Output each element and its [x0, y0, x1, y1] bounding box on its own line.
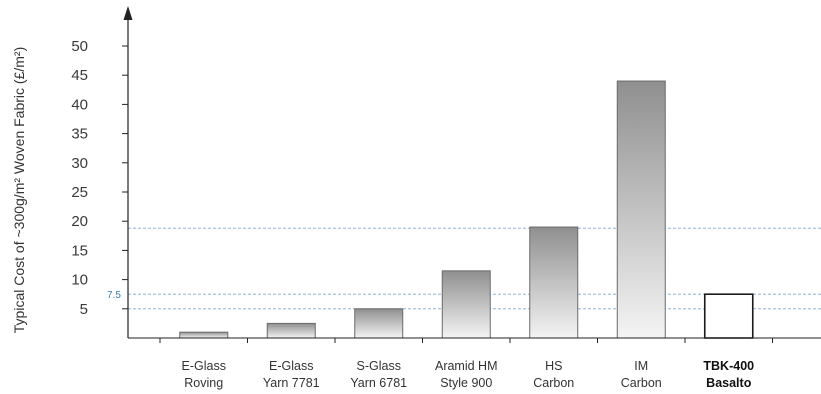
x-tick-label: S-Glass	[357, 359, 401, 373]
x-tick-label: E-Glass	[182, 359, 226, 373]
x-tick-label: Aramid HM	[435, 359, 498, 373]
bar	[354, 308, 404, 339]
y-tick-label: 40	[71, 96, 88, 113]
y-tick-label: 50	[71, 38, 88, 55]
x-tick-label: Yarn 7781	[263, 376, 320, 390]
x-tick-label: Yarn 6781	[350, 376, 407, 390]
y-ticks: 5 10 15 20 25 30 35 40 45 50	[71, 38, 128, 318]
y-tick-label: 30	[71, 155, 88, 172]
reference-line-label: 7.5	[107, 290, 121, 301]
y-tick-label: 10	[71, 272, 88, 289]
x-tick-label: HS	[545, 359, 562, 373]
x-tick-label: Style 900	[440, 376, 492, 390]
x-tick-label: TBK-400	[703, 359, 754, 373]
bar	[179, 331, 229, 339]
x-tick-label: IM	[634, 359, 648, 373]
x-tick-label: E-Glass	[269, 359, 313, 373]
x-tick-label: Carbon	[621, 376, 662, 390]
y-axis-arrow	[123, 6, 133, 20]
x-tick-label: Roving	[184, 376, 223, 390]
y-tick-label: 20	[71, 213, 88, 230]
y-tick-label: 15	[71, 242, 88, 259]
axes	[123, 6, 821, 343]
x-tick-label: Basalto	[706, 376, 752, 390]
bar	[616, 80, 666, 339]
x-tick-label: Carbon	[533, 376, 574, 390]
bar	[529, 226, 579, 339]
bar	[266, 322, 316, 339]
x-labels: E-Glass Roving E-Glass Yarn 7781 S-Glass Yarn…	[182, 359, 755, 390]
bar	[703, 293, 754, 339]
y-tick-label: 45	[71, 67, 88, 84]
y-tick-label: 25	[71, 184, 88, 201]
y-tick-label: 35	[71, 126, 88, 143]
bars	[179, 80, 754, 339]
bar	[441, 270, 491, 339]
y-tick-label: 5	[80, 301, 88, 318]
y-axis-label: Typical Cost of ~300g/m² Woven Fabric (£…	[11, 47, 27, 333]
